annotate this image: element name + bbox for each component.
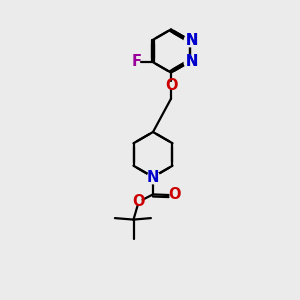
Text: F: F bbox=[132, 54, 142, 69]
Text: N: N bbox=[186, 33, 198, 48]
Text: N: N bbox=[186, 54, 198, 69]
Text: O: O bbox=[133, 194, 145, 208]
Text: N: N bbox=[186, 33, 198, 48]
Text: N: N bbox=[186, 54, 198, 69]
Text: O: O bbox=[165, 78, 177, 93]
Text: O: O bbox=[168, 187, 181, 202]
Text: N: N bbox=[147, 169, 159, 184]
